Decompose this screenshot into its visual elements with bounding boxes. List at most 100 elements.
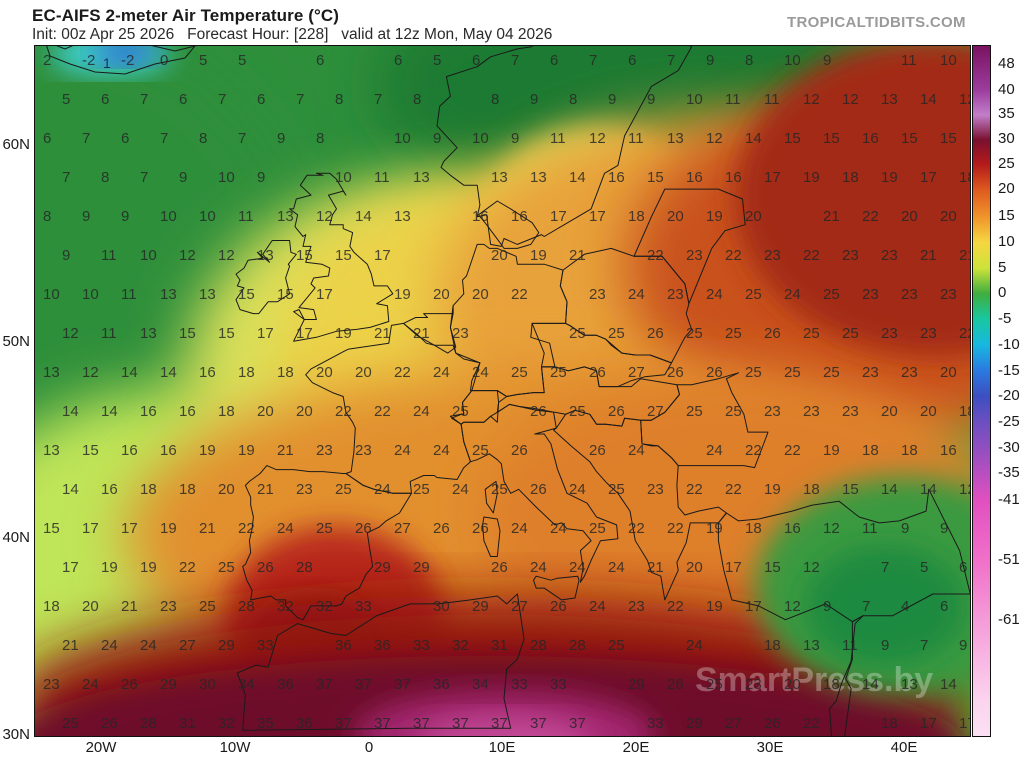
svg-text:24: 24 xyxy=(511,520,528,537)
svg-text:15: 15 xyxy=(296,247,313,264)
svg-text:25: 25 xyxy=(491,481,508,498)
svg-text:16: 16 xyxy=(472,208,489,225)
svg-text:20: 20 xyxy=(940,364,957,381)
svg-text:15: 15 xyxy=(823,130,840,147)
svg-text:24: 24 xyxy=(452,481,469,498)
svg-text:24: 24 xyxy=(706,442,723,459)
svg-text:33: 33 xyxy=(257,637,274,654)
svg-text:18: 18 xyxy=(881,715,898,732)
svg-text:13: 13 xyxy=(803,637,820,654)
svg-text:9: 9 xyxy=(82,208,90,225)
svg-text:12: 12 xyxy=(803,559,820,576)
svg-text:15: 15 xyxy=(277,286,294,303)
svg-text:12: 12 xyxy=(316,208,333,225)
svg-text:22: 22 xyxy=(511,286,528,303)
svg-text:24: 24 xyxy=(550,520,567,537)
svg-text:23: 23 xyxy=(452,325,469,342)
svg-text:10: 10 xyxy=(140,247,157,264)
svg-text:18: 18 xyxy=(238,364,255,381)
svg-text:8: 8 xyxy=(199,130,207,147)
svg-text:9: 9 xyxy=(959,637,967,654)
svg-text:7: 7 xyxy=(511,52,519,69)
svg-text:10: 10 xyxy=(335,169,352,186)
svg-text:15: 15 xyxy=(218,325,235,342)
svg-text:23: 23 xyxy=(628,598,645,615)
svg-text:16: 16 xyxy=(121,442,138,459)
svg-text:22: 22 xyxy=(238,520,255,537)
svg-text:19: 19 xyxy=(199,442,216,459)
svg-text:27: 27 xyxy=(511,598,528,615)
svg-text:29: 29 xyxy=(160,676,177,693)
svg-text:20: 20 xyxy=(920,403,937,420)
svg-text:6: 6 xyxy=(43,130,51,147)
svg-text:26: 26 xyxy=(550,598,567,615)
svg-text:25: 25 xyxy=(725,403,742,420)
svg-text:12: 12 xyxy=(784,598,801,615)
svg-text:21: 21 xyxy=(62,637,79,654)
svg-text:18: 18 xyxy=(277,364,294,381)
svg-text:17: 17 xyxy=(121,520,138,537)
svg-text:17: 17 xyxy=(920,715,937,732)
svg-text:36: 36 xyxy=(433,676,450,693)
svg-text:6: 6 xyxy=(101,91,109,108)
svg-text:13: 13 xyxy=(140,325,157,342)
svg-text:17: 17 xyxy=(920,169,937,186)
svg-text:18: 18 xyxy=(959,403,971,420)
svg-text:37: 37 xyxy=(394,676,411,693)
svg-text:25: 25 xyxy=(413,481,430,498)
svg-text:28: 28 xyxy=(530,637,547,654)
svg-text:25: 25 xyxy=(745,364,762,381)
svg-text:21: 21 xyxy=(647,559,664,576)
svg-text:25: 25 xyxy=(803,325,820,342)
svg-text:9: 9 xyxy=(881,637,889,654)
svg-text:18: 18 xyxy=(862,442,879,459)
svg-text:22: 22 xyxy=(335,403,352,420)
svg-text:11: 11 xyxy=(628,130,644,147)
svg-text:9: 9 xyxy=(433,130,441,147)
svg-text:13: 13 xyxy=(394,208,411,225)
svg-text:6: 6 xyxy=(472,52,480,69)
svg-text:23: 23 xyxy=(667,286,684,303)
svg-text:22: 22 xyxy=(667,598,684,615)
svg-text:20: 20 xyxy=(901,208,918,225)
svg-text:11: 11 xyxy=(238,208,254,225)
svg-text:17: 17 xyxy=(589,208,606,225)
svg-text:-2: -2 xyxy=(82,52,95,69)
svg-text:22: 22 xyxy=(628,520,645,537)
svg-text:5: 5 xyxy=(62,91,70,108)
svg-text:16: 16 xyxy=(725,169,742,186)
svg-text:9: 9 xyxy=(940,520,948,537)
svg-text:25: 25 xyxy=(569,403,586,420)
svg-text:6: 6 xyxy=(257,91,265,108)
svg-text:17: 17 xyxy=(296,325,313,342)
svg-text:10: 10 xyxy=(199,208,216,225)
svg-text:24: 24 xyxy=(628,442,645,459)
svg-text:11: 11 xyxy=(842,637,858,654)
svg-text:29: 29 xyxy=(218,637,235,654)
svg-text:6: 6 xyxy=(179,91,187,108)
svg-text:29: 29 xyxy=(413,559,430,576)
svg-text:26: 26 xyxy=(647,325,664,342)
svg-text:20: 20 xyxy=(316,364,333,381)
svg-text:13: 13 xyxy=(491,169,508,186)
svg-text:12: 12 xyxy=(179,247,196,264)
svg-text:10: 10 xyxy=(940,52,957,69)
svg-text:18: 18 xyxy=(764,637,781,654)
svg-text:9: 9 xyxy=(823,598,831,615)
svg-text:12: 12 xyxy=(82,364,99,381)
svg-text:8: 8 xyxy=(101,169,109,186)
svg-text:27: 27 xyxy=(394,520,411,537)
svg-text:15: 15 xyxy=(43,520,60,537)
svg-text:33: 33 xyxy=(413,637,430,654)
svg-text:14: 14 xyxy=(62,403,79,420)
svg-text:15: 15 xyxy=(940,130,957,147)
svg-text:12: 12 xyxy=(823,520,840,537)
svg-text:23: 23 xyxy=(686,247,703,264)
svg-text:32: 32 xyxy=(316,598,333,615)
svg-text:22: 22 xyxy=(394,364,411,381)
svg-text:26: 26 xyxy=(589,442,606,459)
svg-text:14: 14 xyxy=(160,364,177,381)
svg-text:12: 12 xyxy=(803,91,820,108)
svg-text:14: 14 xyxy=(355,208,372,225)
svg-text:34: 34 xyxy=(472,676,489,693)
